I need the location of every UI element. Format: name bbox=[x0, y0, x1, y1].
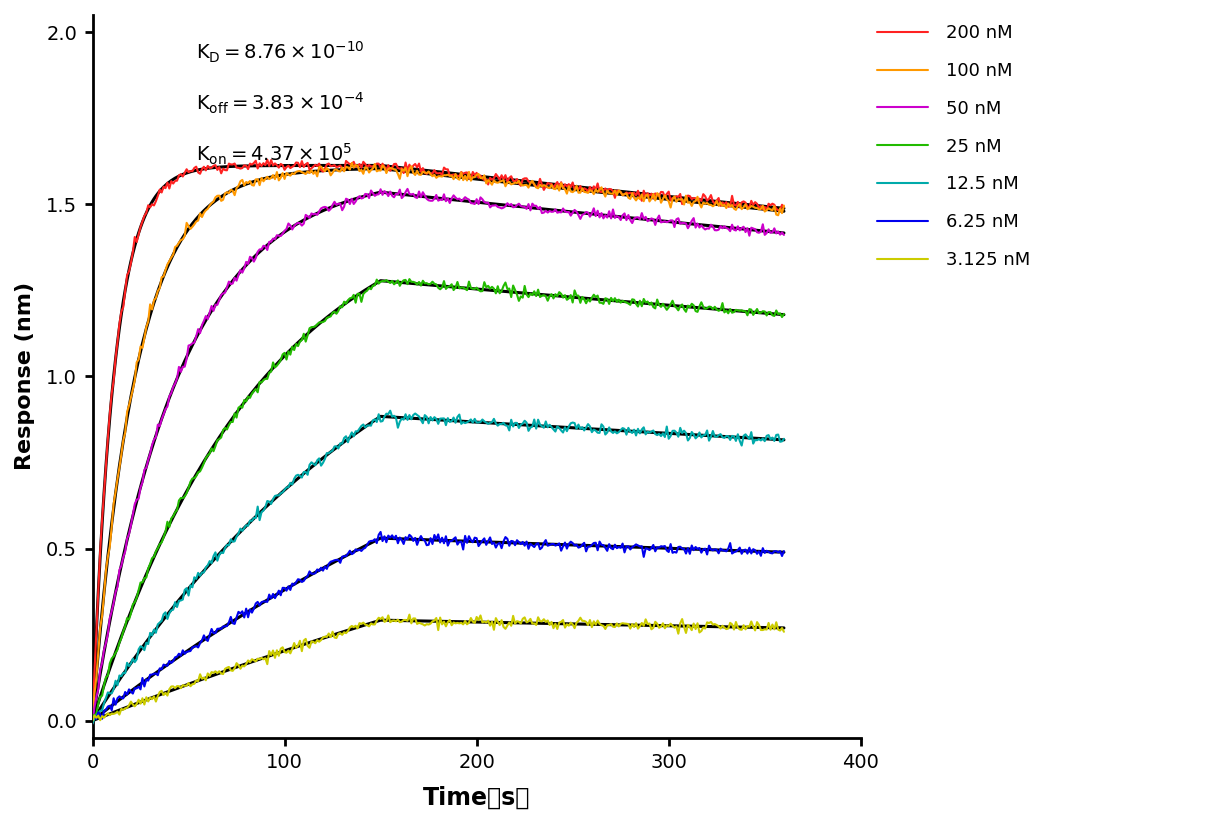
6.25 nM bbox=[89, 714, 103, 724]
25 nM bbox=[776, 309, 791, 318]
50 nM bbox=[85, 718, 100, 728]
Text: $\mathregular{K_{on}=4.37\times10^5}$: $\mathregular{K_{on}=4.37\times10^5}$ bbox=[196, 142, 352, 167]
100 nM bbox=[519, 180, 533, 190]
50 nM bbox=[504, 199, 519, 209]
6.25 nM bbox=[106, 693, 121, 703]
Line: 25 nM: 25 nM bbox=[92, 279, 784, 715]
12.5 nM bbox=[480, 419, 495, 429]
Line: 200 nM: 200 nM bbox=[92, 160, 784, 721]
3.125 nM bbox=[519, 617, 533, 627]
3.125 nM bbox=[480, 615, 495, 625]
25 nM bbox=[85, 710, 100, 720]
12.5 nM bbox=[519, 417, 533, 427]
6.25 nM bbox=[216, 621, 230, 631]
50 nM bbox=[480, 198, 495, 208]
12.5 nM bbox=[383, 406, 398, 416]
25 nM bbox=[521, 292, 536, 302]
200 nM bbox=[85, 716, 100, 726]
200 nM bbox=[519, 173, 533, 183]
50 nM bbox=[400, 184, 415, 194]
6.25 nM bbox=[776, 546, 791, 556]
Text: $\mathregular{K_{off}=3.83\times10^{-4}}$: $\mathregular{K_{off}=3.83\times10^{-4}}… bbox=[196, 91, 365, 116]
50 nM bbox=[105, 606, 120, 616]
12.5 nM bbox=[85, 719, 100, 728]
Line: 6.25 nM: 6.25 nM bbox=[92, 532, 784, 719]
3.125 nM bbox=[105, 709, 120, 719]
6.25 nM bbox=[85, 713, 100, 723]
50 nM bbox=[519, 204, 533, 214]
100 nM bbox=[504, 180, 519, 190]
3.125 nM bbox=[504, 621, 519, 631]
12.5 nM bbox=[105, 688, 120, 698]
25 nM bbox=[506, 280, 521, 290]
Line: 3.125 nM: 3.125 nM bbox=[92, 615, 784, 721]
6.25 nM bbox=[521, 544, 536, 554]
100 nM bbox=[85, 715, 100, 725]
200 nM bbox=[504, 172, 519, 182]
12.5 nM bbox=[694, 432, 708, 442]
25 nM bbox=[216, 425, 230, 435]
Line: 50 nM: 50 nM bbox=[92, 189, 784, 723]
25 nM bbox=[402, 274, 416, 284]
6.25 nM bbox=[373, 527, 388, 537]
100 nM bbox=[480, 175, 495, 185]
3.125 nM bbox=[85, 716, 100, 726]
50 nM bbox=[214, 290, 229, 299]
200 nM bbox=[776, 202, 791, 212]
12.5 nM bbox=[776, 434, 791, 444]
200 nM bbox=[480, 180, 495, 190]
200 nM bbox=[214, 168, 229, 178]
12.5 nM bbox=[504, 415, 519, 425]
Y-axis label: Response (nm): Response (nm) bbox=[15, 282, 34, 470]
100 nM bbox=[345, 158, 360, 168]
25 nM bbox=[106, 652, 121, 662]
Legend: 200 nM, 100 nM, 50 nM, 25 nM, 12.5 nM, 6.25 nM, 3.125 nM: 200 nM, 100 nM, 50 nM, 25 nM, 12.5 nM, 6… bbox=[877, 24, 1030, 269]
200 nM bbox=[260, 155, 275, 165]
25 nM bbox=[87, 710, 102, 720]
100 nM bbox=[214, 196, 229, 206]
X-axis label: Time（s）: Time（s） bbox=[423, 786, 530, 810]
Text: $\mathregular{K_D=8.76\times10^{-10}}$: $\mathregular{K_D=8.76\times10^{-10}}$ bbox=[196, 40, 365, 65]
6.25 nM bbox=[483, 532, 498, 542]
100 nM bbox=[105, 521, 120, 531]
3.125 nM bbox=[214, 668, 229, 678]
6.25 nM bbox=[696, 544, 711, 554]
12.5 nM bbox=[214, 547, 229, 557]
6.25 nM bbox=[506, 536, 521, 546]
3.125 nM bbox=[402, 610, 416, 620]
50 nM bbox=[776, 230, 791, 240]
25 nM bbox=[483, 284, 498, 294]
100 nM bbox=[694, 202, 708, 212]
Line: 12.5 nM: 12.5 nM bbox=[92, 411, 784, 724]
3.125 nM bbox=[776, 627, 791, 637]
25 nM bbox=[696, 302, 711, 312]
200 nM bbox=[694, 196, 708, 206]
Line: 100 nM: 100 nM bbox=[92, 163, 784, 720]
200 nM bbox=[105, 389, 120, 398]
50 nM bbox=[694, 220, 708, 230]
100 nM bbox=[776, 200, 791, 210]
3.125 nM bbox=[694, 626, 708, 636]
